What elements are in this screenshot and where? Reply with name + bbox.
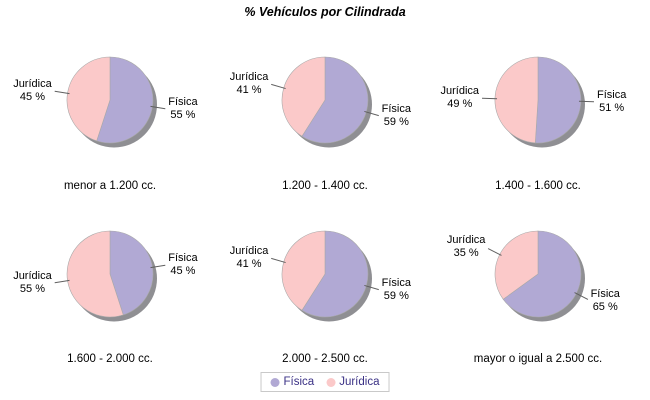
leader-line <box>271 83 286 90</box>
legend-label: Física <box>283 376 315 388</box>
slice-label-percent: 55 % <box>19 283 45 296</box>
leader-line <box>364 110 379 117</box>
slice-label: Física 59 % <box>382 277 411 303</box>
slice-label-name: Física <box>590 287 620 300</box>
slice-label: Física 59 % <box>382 103 411 129</box>
slice-label-percent: 45 % <box>170 264 196 277</box>
slice-label-name: Jurídica <box>13 270 52 283</box>
chart-title: % Vehículos por Cilindrada <box>244 5 406 19</box>
pie-caption: 2.000 - 2.500 cc. <box>282 353 368 365</box>
legend-dot-icon <box>270 377 280 387</box>
slice-label-name: Física <box>381 103 411 116</box>
slice-label-percent: 41 % <box>236 257 262 270</box>
leader-line <box>54 90 70 95</box>
slice-label: Jurídica 41 % <box>230 245 269 271</box>
leader-line <box>574 292 589 300</box>
slice-label-name: Jurídica <box>446 234 486 247</box>
slice-label: Jurídica 49 % <box>440 85 479 111</box>
slice-label-name: Física <box>596 88 627 101</box>
legend-item: Física <box>270 376 315 388</box>
slice-label-percent: 65 % <box>592 300 618 313</box>
slice-label-percent: 41 % <box>236 83 262 96</box>
slice-label-percent: 55 % <box>170 109 196 122</box>
slice-label-percent: 51 % <box>599 101 625 114</box>
slice-label-percent: 35 % <box>453 247 479 260</box>
slice-label-percent: 59 % <box>383 290 409 303</box>
slice-label-percent: 45 % <box>19 90 45 103</box>
pie-caption: menor a 1.200 cc. <box>63 180 157 192</box>
slice-label-percent: 59 % <box>383 116 409 129</box>
slice-label-name: Física <box>381 277 411 290</box>
leader-line <box>54 279 70 284</box>
slice-label-name: Jurídica <box>13 77 52 90</box>
pie-caption: 1.200 - 1.400 cc. <box>282 180 368 192</box>
pie-caption: 1.400 - 1.600 cc. <box>495 180 581 192</box>
slice-label: Física 55 % <box>168 96 197 122</box>
leader-line <box>364 284 379 291</box>
slice-label: Jurídica 41 % <box>230 71 269 97</box>
pie-caption: mayor o igual a 2.500 cc. <box>473 353 603 365</box>
legend: Física Jurídica <box>260 372 390 392</box>
slice-label-percent: 49 % <box>447 98 473 111</box>
slice-label: Jurídica 35 % <box>447 234 486 260</box>
slice-label-name: Física <box>168 96 198 109</box>
legend-label: Jurídica <box>339 376 380 388</box>
legend-item: Jurídica <box>326 376 379 388</box>
leader-line <box>150 105 166 110</box>
slice-label: Física 45 % <box>168 252 197 278</box>
pie-slice-juridica <box>494 56 539 144</box>
slice-label-name: Jurídica <box>229 70 269 83</box>
slice-label-name: Jurídica <box>229 244 269 257</box>
leader-line <box>150 264 166 269</box>
slice-label: Jurídica 45 % <box>13 78 52 104</box>
leader-line <box>487 248 502 256</box>
slice-label-name: Física <box>168 251 198 264</box>
pie-caption: 1.600 - 2.000 cc. <box>67 353 153 365</box>
slice-label: Física 51 % <box>597 89 626 115</box>
legend-dot-icon <box>326 377 336 387</box>
slice-label: Física 65 % <box>591 288 620 314</box>
leader-line <box>271 257 286 264</box>
slice-label: Jurídica 55 % <box>13 270 52 296</box>
slice-label-name: Jurídica <box>440 85 480 98</box>
